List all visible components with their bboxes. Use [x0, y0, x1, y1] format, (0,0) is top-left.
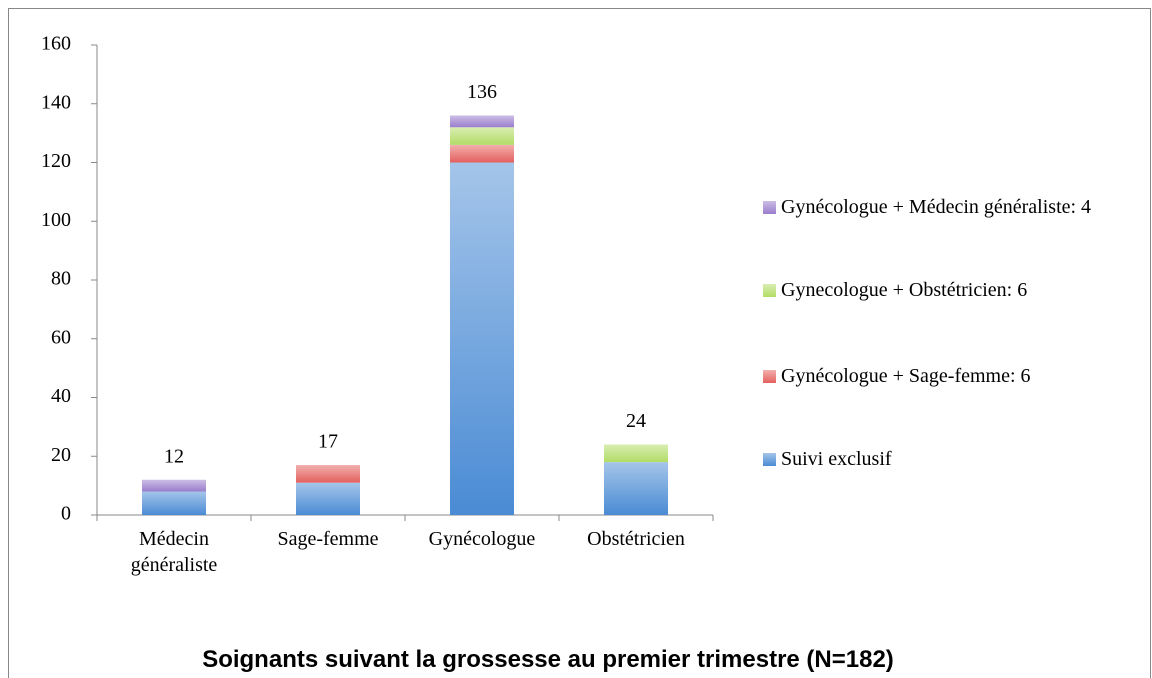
bar-segment	[450, 144, 514, 163]
y-tick-label: 80	[51, 268, 71, 290]
legend-label: Gynécologue + Médecin généraliste: 4	[781, 196, 1092, 218]
bar-segment	[450, 162, 514, 515]
legend-swatch	[763, 201, 776, 214]
legend-label: Gynécologue + Sage-femme: 6	[781, 365, 1031, 387]
x-tick-label: Gynécologue	[428, 528, 536, 550]
bar-segment	[450, 115, 514, 128]
legend-swatch	[763, 370, 776, 383]
y-tick-label: 120	[41, 150, 71, 172]
y-tick-label: 100	[41, 209, 71, 231]
bar-segment	[604, 462, 668, 515]
total-label: 17	[318, 431, 338, 453]
y-tick-label: 0	[61, 503, 71, 525]
total-label: 24	[626, 410, 646, 432]
legend-label: Gynecologue + Obstétricien: 6	[781, 279, 1028, 301]
bar-segment	[142, 479, 206, 492]
legend-swatch	[763, 284, 776, 297]
y-tick-label: 60	[51, 326, 71, 348]
y-tick-label: 160	[41, 33, 71, 55]
y-tick-label: 40	[51, 385, 71, 407]
y-tick-label: 20	[51, 444, 71, 466]
bar-segment	[142, 491, 206, 515]
bar-segment	[604, 444, 668, 463]
x-tick-label: Médecin généraliste	[130, 528, 218, 576]
y-tick-label: 140	[41, 91, 71, 113]
legend-swatch	[763, 453, 776, 466]
bar-segment	[296, 465, 360, 483]
bar-segment	[450, 127, 514, 145]
x-tick-label: Obstétricien	[587, 528, 685, 550]
bar-segment	[296, 482, 360, 515]
legend-label: Suivi exclusif	[781, 448, 892, 470]
total-label: 136	[467, 81, 497, 103]
chart-title: Soignants suivant la grossesse au premie…	[202, 646, 894, 673]
x-tick-label: Sage-femme	[277, 528, 379, 550]
total-label: 12	[164, 445, 184, 467]
chart-frame	[8, 8, 1151, 678]
